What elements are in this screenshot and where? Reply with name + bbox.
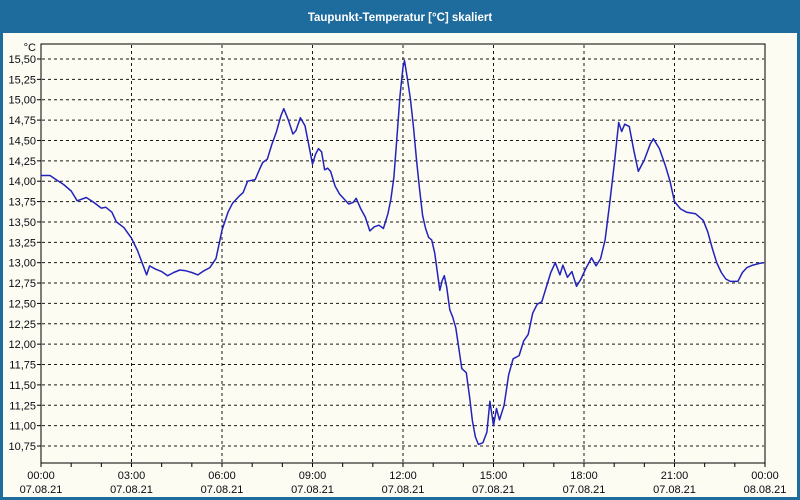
y-tick-label: 13,75 [8, 197, 36, 209]
x-tick-label-time: 00:00 [27, 470, 55, 482]
y-tick-label: 10,75 [8, 441, 36, 453]
x-tick-label-date: 07.08.21 [382, 484, 425, 496]
y-tick-label: 12,75 [8, 278, 36, 290]
x-tick-label-time: 09:00 [299, 470, 327, 482]
y-tick-label: 11,75 [9, 360, 36, 372]
y-tick-label: 11,25 [9, 400, 36, 412]
x-tick-label-date: 07.08.21 [472, 484, 515, 496]
y-tick-label: 15,50 [8, 54, 36, 66]
y-tick-label: 12,00 [8, 339, 36, 351]
y-tick-label: 15,00 [8, 95, 36, 107]
x-tick-label-date: 08.08.21 [744, 484, 787, 496]
plot-border [40, 43, 766, 464]
x-tick-label-time: 12:00 [389, 470, 417, 482]
y-tick-label: 11,50 [9, 380, 36, 392]
dewpoint-line-chart: 15,50 15,25 15,00 14,75 14,50 14,25 14,00 13,75… [8, 42, 787, 496]
y-tick-label: 14,50 [8, 135, 36, 147]
y-tick-label: 11,00 [9, 421, 36, 433]
x-tick-label-time: 03:00 [118, 470, 146, 482]
title-bar[interactable]: Taupunkt-Temperatur [°C] skaliert [3, 3, 797, 33]
x-tick-label-time: 18:00 [570, 470, 598, 482]
y-tick-label: 13,00 [8, 258, 36, 270]
x-tick-label-date: 07.08.21 [653, 484, 696, 496]
x-tick-label-date: 07.08.21 [201, 484, 244, 496]
y-tick-label: 13,25 [8, 237, 36, 249]
y-tick-label: 14,25 [8, 156, 36, 168]
y-tick-label: 14,00 [8, 176, 36, 188]
x-tick-label-time: 06:00 [208, 470, 236, 482]
y-tick-label: 14,75 [8, 115, 36, 127]
y-axis-unit-label: °C [24, 42, 36, 54]
chart-title: Taupunkt-Temperatur [°C] skaliert [307, 12, 493, 24]
x-tick-label-time: 00:00 [751, 470, 779, 482]
y-tick-label: 13,50 [8, 217, 36, 229]
series-line-taupunkt [40, 59, 765, 446]
x-tick-label-date: 07.08.21 [110, 484, 153, 496]
x-tick-label-date: 07.08.21 [563, 484, 606, 496]
x-tick-label-date: 07.08.21 [291, 484, 334, 496]
x-tick-label-time: 21:00 [661, 470, 689, 482]
x-tick-label-time: 15:00 [480, 470, 508, 482]
y-tick-label: 15,25 [8, 74, 36, 86]
y-tick-label: 12,50 [8, 298, 36, 310]
x-tick-label-date: 07.08.21 [20, 484, 63, 496]
y-tick-label: 12,25 [8, 319, 36, 331]
